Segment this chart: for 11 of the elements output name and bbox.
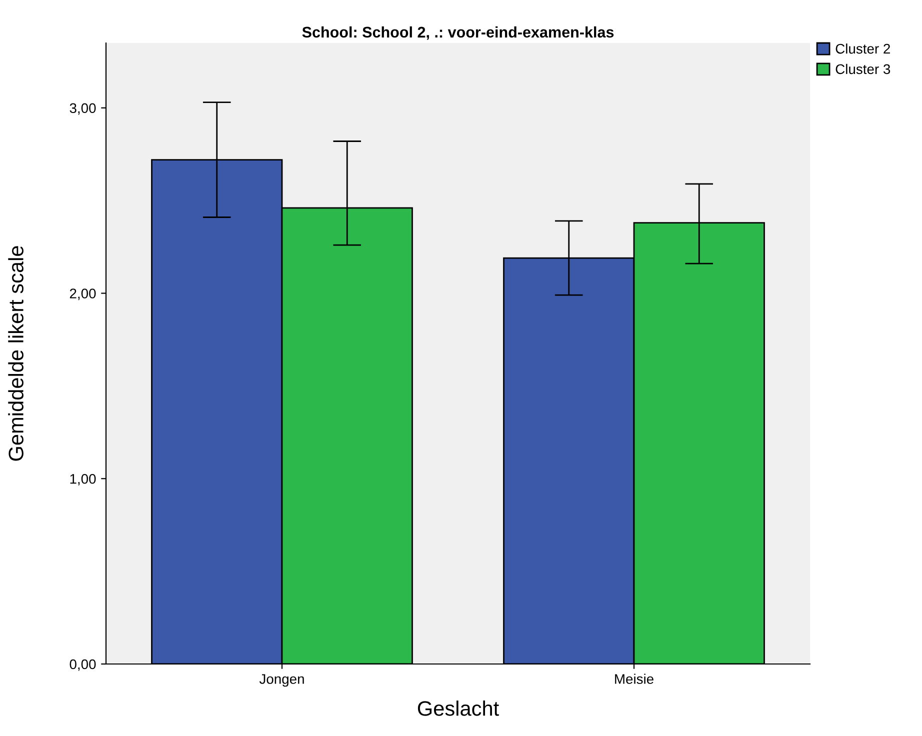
legend-label: Cluster 3: [836, 64, 890, 74]
y-axis-title: Gemiddelde likert scale: [8, 246, 24, 461]
x-tick-label: Jongen: [259, 674, 304, 687]
y-tick-label: 1,00: [70, 474, 96, 486]
y-tick-label: 3,00: [70, 103, 96, 115]
chart-title: School: School 2, .: voor-eind-examen-klas: [302, 26, 614, 40]
x-tick-label: Meisie: [615, 674, 654, 684]
x-axis-title: Geslacht: [418, 700, 499, 716]
y-tick-label: 2,00: [70, 288, 96, 300]
y-tick-label: 0,00: [70, 659, 96, 671]
legend-label: Cluster 2: [836, 43, 890, 54]
